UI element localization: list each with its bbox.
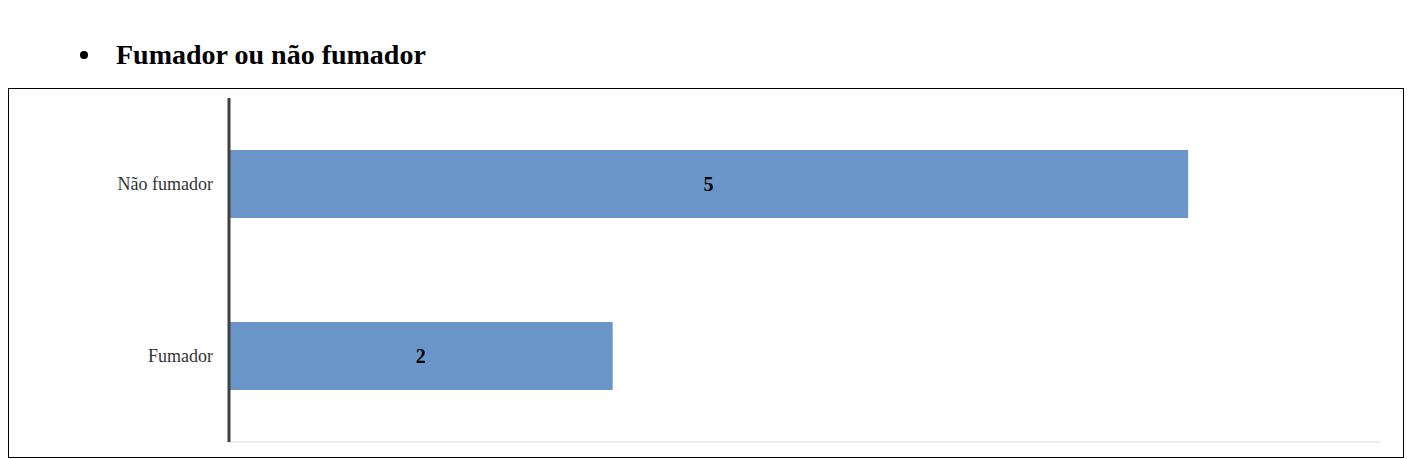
svg-text:Não fumador: Não fumador [118,174,213,194]
svg-text:5: 5 [704,173,714,195]
svg-text:2: 2 [416,345,426,367]
svg-text:Fumador: Fumador [148,346,213,366]
html-text:Fumador ou não fumador: Fumador ou não fumador [116,39,426,70]
